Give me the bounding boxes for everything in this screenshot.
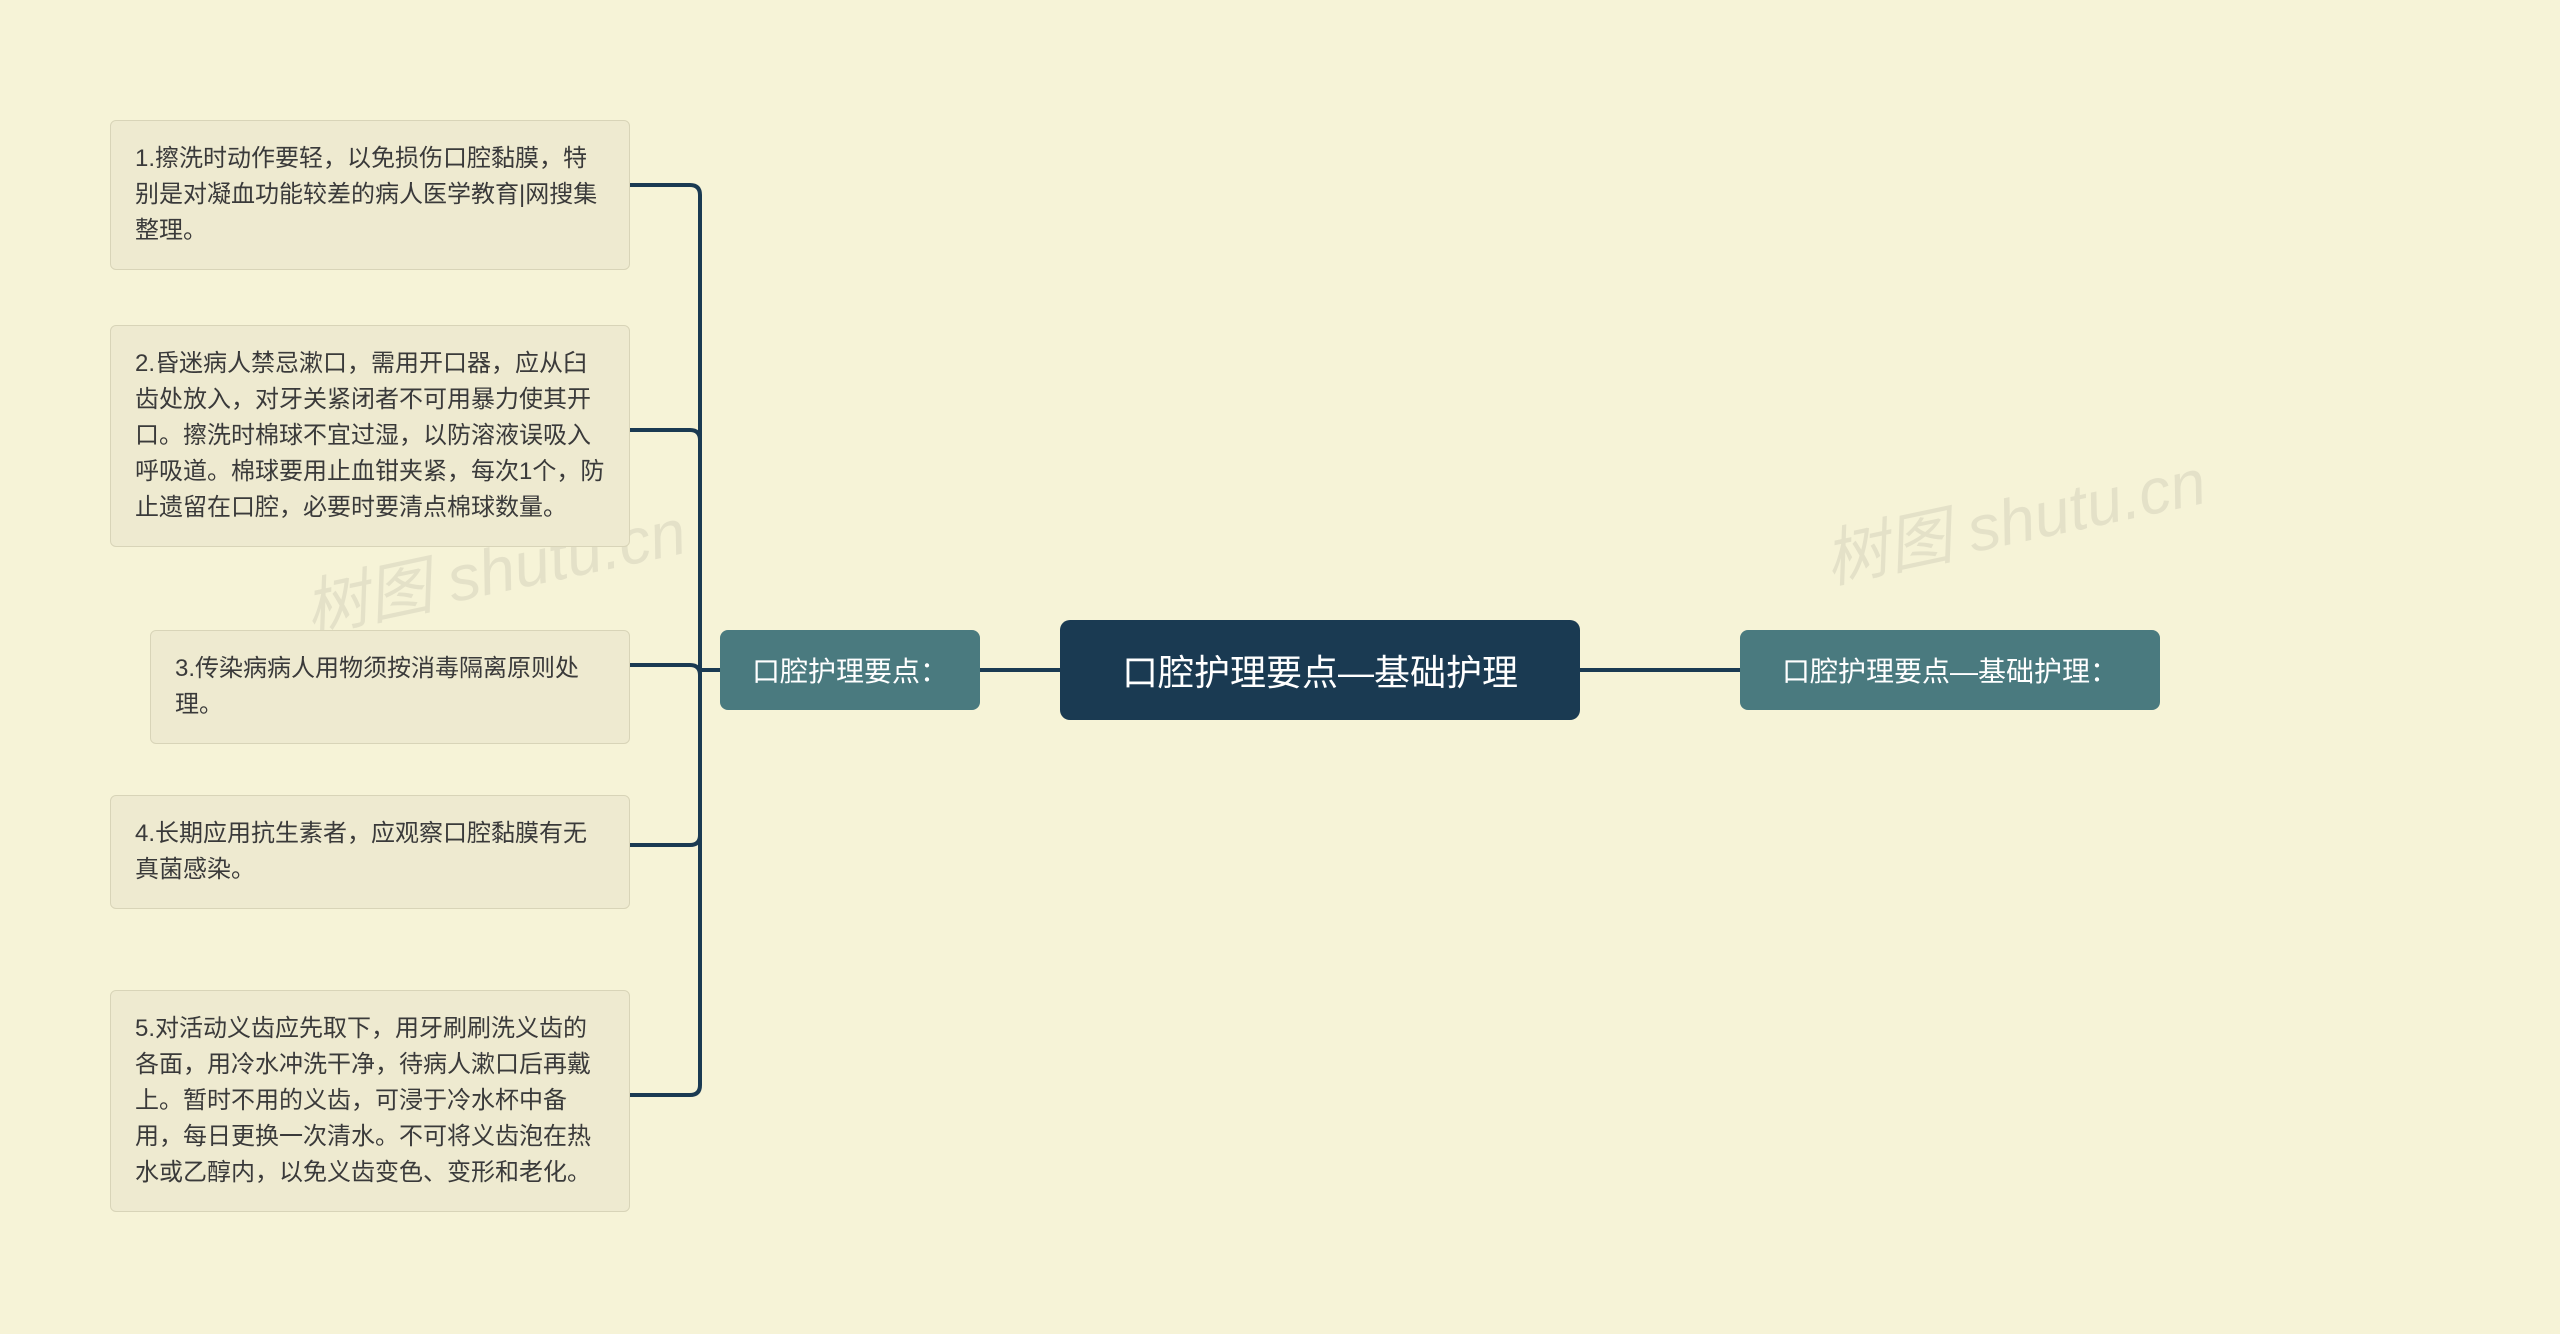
leaf-item-2: 2.昏迷病人禁忌漱口，需用开口器，应从臼齿处放入，对牙关紧闭者不可用暴力使其开口…: [110, 325, 630, 547]
branch-left: 口腔护理要点：: [720, 630, 980, 710]
leaf-item-1: 1.擦洗时动作要轻，以免损伤口腔黏膜，特别是对凝血功能较差的病人医学教育|网搜集…: [110, 120, 630, 270]
branch-right-label: 口腔护理要点—基础护理：: [1782, 650, 2118, 690]
watermark-2: 树图 shutu.cn: [1815, 431, 2213, 602]
central-topic-label: 口腔护理要点—基础护理: [1122, 644, 1518, 696]
leaf-item-2-label: 2.昏迷病人禁忌漱口，需用开口器，应从臼齿处放入，对牙关紧闭者不可用暴力使其开口…: [135, 350, 604, 521]
central-topic: 口腔护理要点—基础护理: [1060, 620, 1580, 720]
branch-right: 口腔护理要点—基础护理：: [1740, 630, 2160, 710]
leaf-item-5: 5.对活动义齿应先取下，用牙刷刷洗义齿的各面，用冷水冲洗干净，待病人漱口后再戴上…: [110, 990, 630, 1212]
branch-left-label: 口腔护理要点：: [752, 650, 948, 690]
leaf-item-4-label: 4.长期应用抗生素者，应观察口腔黏膜有无真菌感染。: [135, 820, 587, 883]
leaf-item-1-label: 1.擦洗时动作要轻，以免损伤口腔黏膜，特别是对凝血功能较差的病人医学教育|网搜集…: [135, 145, 597, 244]
leaf-item-4: 4.长期应用抗生素者，应观察口腔黏膜有无真菌感染。: [110, 795, 630, 909]
leaf-item-5-label: 5.对活动义齿应先取下，用牙刷刷洗义齿的各面，用冷水冲洗干净，待病人漱口后再戴上…: [135, 1015, 591, 1186]
leaf-item-3-label: 3.传染病病人用物须按消毒隔离原则处理。: [175, 655, 579, 718]
leaf-item-3: 3.传染病病人用物须按消毒隔离原则处理。: [150, 630, 630, 744]
